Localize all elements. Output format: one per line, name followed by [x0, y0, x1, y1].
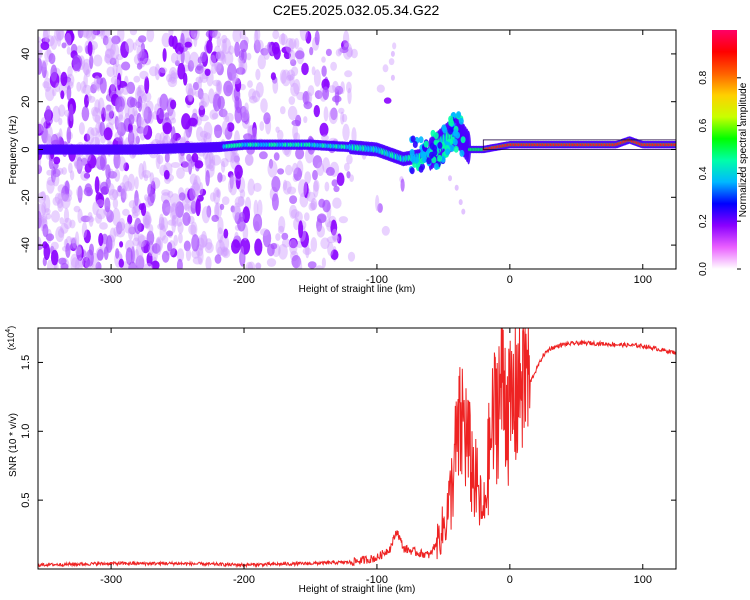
snr-x-tick-label: -100 [366, 574, 388, 586]
snr-scale-close: ) [6, 326, 16, 329]
snr-scale-label: (x104) [5, 326, 16, 350]
snr-y-tick-label: 0.5 [20, 492, 32, 507]
spectrogram-marks [38, 30, 676, 269]
spec-x-tick-label: -200 [233, 274, 255, 286]
spec-y-tick-label: -20 [20, 189, 32, 205]
chart-title: C2E5.2025.032.05.34.G22 [273, 2, 440, 18]
spectrogram-content [38, 30, 676, 269]
snr-x-axis-label: Height of straight line (km) [299, 584, 416, 595]
colorbar-tick-label: 0.6 [698, 118, 709, 132]
spectrogram-y-axis-label: Frequency (Hz) [8, 116, 19, 185]
snr-x-tick-label: 0 [507, 574, 513, 586]
snr-y-axis-label: SNR (10 * v/v) [8, 413, 19, 477]
spec-x-tick-label: 100 [634, 274, 652, 286]
colorbar: 0.0 0.2 0.4 0.6 0.8 Normalized spectral ampl… [698, 30, 749, 276]
snr-panel: -300 -200 -100 0 100 0.5 1.0 1.5 Height of str… [5, 326, 677, 595]
snr-frame [37, 327, 677, 570]
spectrogram-x-ticks: -300 -200 -100 0 100 [100, 30, 652, 286]
colorbar-tick-label: 0.0 [698, 262, 709, 276]
snr-x-tick-label: -200 [233, 574, 255, 586]
snr-y-ticks: 0.5 1.0 1.5 [20, 355, 676, 508]
colorbar-tick-label: 0.2 [698, 214, 709, 228]
snr-y-tick-label: 1.5 [20, 355, 32, 370]
spec-y-tick-label: -40 [20, 237, 32, 253]
colorbar-ticks: 0.0 0.2 0.4 0.6 0.8 [698, 70, 741, 276]
colorbar-tick-label: 0.4 [698, 166, 709, 180]
spec-x-tick-label: 0 [507, 274, 513, 286]
spec-y-tick-label: 20 [20, 96, 32, 108]
spec-y-tick-label: 0 [20, 146, 32, 152]
colorbar-gradient [712, 30, 737, 269]
snr-y-tick-label: 1.0 [20, 424, 32, 439]
snr-plot-area [38, 328, 676, 569]
snr-line [37, 327, 677, 569]
spectrogram-y-ticks: -40 -20 0 20 40 [20, 48, 676, 253]
spec-x-tick-label: -100 [366, 274, 388, 286]
snr-scale-exponent: 4 [5, 329, 12, 333]
spectrogram-x-axis-label: Height of straight line (km) [299, 284, 416, 295]
colorbar-tick-label: 0.8 [698, 70, 709, 84]
snr-x-tick-label: 100 [634, 574, 652, 586]
spec-y-tick-label: 40 [20, 48, 32, 60]
colorbar-label: Normalized spectral amplitude [738, 82, 749, 217]
snr-x-ticks: -300 -200 -100 0 100 [100, 328, 652, 586]
snr-x-tick-label: -300 [100, 574, 122, 586]
spec-x-tick-label: -300 [100, 274, 122, 286]
snr-scale-prefix: (x10 [6, 333, 16, 351]
